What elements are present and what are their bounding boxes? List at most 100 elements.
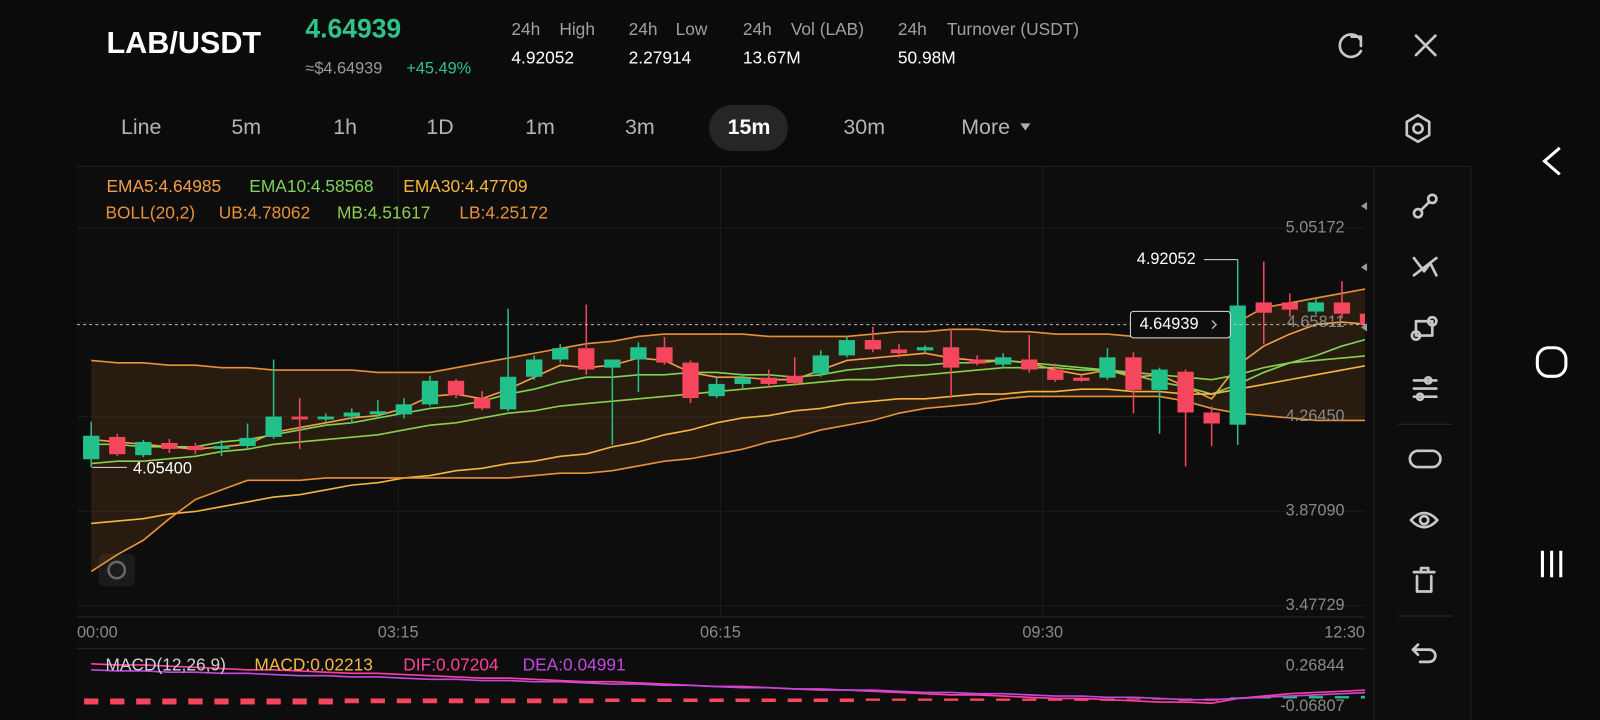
refresh-button[interactable] (1338, 33, 1363, 59)
stat-label: Low (676, 19, 708, 39)
macd-bar (1334, 696, 1350, 699)
adjust-tool[interactable] (1412, 376, 1438, 402)
candle-body (1073, 377, 1090, 381)
candle-body (473, 398, 491, 409)
stat-value: 2.27914 (629, 48, 692, 68)
refresh-icon (1350, 35, 1363, 48)
stat-label: Turnover (USDT) (947, 19, 1079, 39)
chart-mode-button[interactable] (98, 553, 136, 587)
macd-bar (448, 698, 464, 704)
candle-body (421, 380, 439, 405)
undo-tool[interactable] (1411, 643, 1437, 664)
y-tick-label: 5.05172 (1286, 218, 1345, 236)
x-tick-label: 12:30 (1324, 624, 1365, 642)
close-button[interactable] (1414, 34, 1437, 57)
indicator-line (91, 364, 1365, 525)
trend-line-tool[interactable] (1412, 193, 1438, 219)
candle-body (552, 348, 569, 360)
macd-bar (1360, 695, 1365, 699)
macd-legend: DIF:0.07204 (403, 655, 499, 675)
candle-body (1151, 369, 1168, 390)
candle-body (135, 441, 152, 456)
y-tick-label: 4.26450 (1286, 407, 1345, 425)
timeframe-tab[interactable]: 1h (333, 115, 357, 139)
magnet-tool[interactable] (1408, 449, 1442, 469)
stat-period: 24h (898, 19, 927, 39)
back-button[interactable] (1542, 146, 1561, 176)
legend-entry: EMA10:4.58568 (249, 176, 373, 196)
high-marker-label: 4.92052 (1137, 250, 1196, 268)
delete-tool[interactable] (1412, 566, 1436, 593)
macd-bar (370, 698, 385, 704)
macd-bar (1126, 698, 1141, 700)
timeframe-tab[interactable]: 5m (231, 115, 261, 139)
y-tick-label: 4.65811 (1287, 313, 1345, 331)
legend-title: BOLL(20,2) (105, 203, 195, 223)
macd-bar (1074, 698, 1089, 701)
candle-body (83, 435, 100, 460)
stat-period: 24h (511, 19, 540, 39)
tool-icon (1414, 319, 1434, 337)
band-fill (91, 289, 1365, 572)
timeframe-tab[interactable]: 3m (625, 115, 655, 139)
settings-button[interactable] (1405, 113, 1431, 144)
candle-body (1047, 369, 1064, 380)
candle-body (187, 446, 204, 451)
candle-body (838, 340, 856, 356)
macd-bar (474, 698, 490, 704)
expand-arrow (1360, 201, 1368, 211)
candle-body (1281, 302, 1298, 310)
candle-body (942, 347, 960, 368)
recents-button[interactable] (1540, 550, 1563, 578)
candle-body (1203, 412, 1220, 424)
candle-body (786, 375, 803, 383)
macd-bar (266, 698, 281, 705)
candle-body (1125, 357, 1142, 390)
macd-bar (292, 698, 307, 705)
chevron (1211, 320, 1218, 330)
candle-body (291, 416, 308, 420)
candle-body (656, 347, 673, 363)
tool-icon (1409, 511, 1439, 529)
candle-body (864, 340, 882, 350)
timeframe-tab[interactable]: 1m (525, 115, 555, 139)
macd-bar (136, 698, 151, 705)
timeframe-tab[interactable]: More (961, 115, 1010, 139)
macd-tick-label: -0.06807 (1280, 697, 1344, 715)
macd-bar (1048, 698, 1063, 701)
home-button[interactable] (1535, 346, 1568, 378)
candle-body (109, 436, 126, 455)
candle-body (343, 412, 360, 417)
y-tick-label: 3.47729 (1286, 596, 1345, 614)
shape-tool[interactable] (1410, 315, 1438, 341)
last-price-label: 4.64939 (1140, 315, 1199, 333)
tool-icon (1412, 256, 1438, 277)
candle-body (1307, 302, 1325, 312)
x-tick-label: 03:15 (378, 624, 419, 642)
tool-icon (1426, 315, 1438, 327)
macd-bar (1022, 698, 1037, 701)
macd-bar (1308, 696, 1324, 699)
timeframe-tab[interactable]: 30m (843, 115, 885, 139)
ray-tool[interactable] (1412, 256, 1438, 277)
change: +45.49% (406, 60, 471, 78)
tool-icon (1419, 200, 1431, 212)
timeframe-tab[interactable]: 15m (728, 115, 771, 139)
visibility-tool[interactable] (1409, 511, 1439, 529)
macd-bar (318, 698, 333, 705)
candle-body (317, 416, 334, 420)
macd-title: MACD(12,26,9) (105, 655, 225, 675)
timeframe-tab[interactable]: 1D (426, 115, 453, 139)
candle-body (968, 359, 986, 364)
active-tab-bg (709, 105, 788, 151)
candle-body (369, 411, 386, 415)
button-bg (98, 553, 136, 587)
candle-body (499, 376, 517, 410)
timeframe-tab[interactable]: Line (121, 115, 161, 139)
macd-bar (605, 698, 620, 703)
tool-icon (1412, 207, 1424, 219)
stat-label: Vol (LAB) (791, 19, 864, 39)
chart-panel (76, 166, 1472, 720)
macd-bar (657, 698, 672, 703)
settings-icon (1405, 113, 1431, 144)
